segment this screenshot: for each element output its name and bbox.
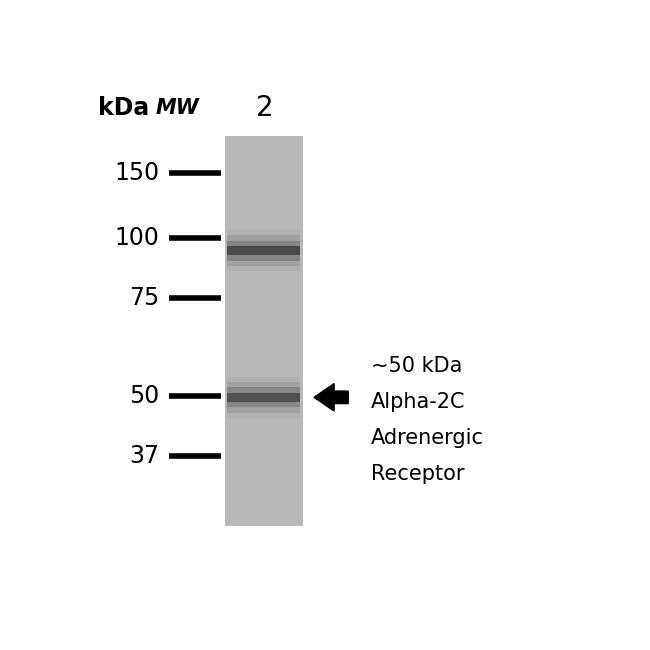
- Bar: [227, 235, 300, 266]
- Text: Receptor: Receptor: [371, 464, 464, 484]
- Text: kDa: kDa: [98, 96, 150, 120]
- Text: Alpha-2C: Alpha-2C: [371, 392, 465, 412]
- Text: 150: 150: [114, 161, 159, 185]
- Text: 75: 75: [129, 286, 159, 310]
- Text: 50: 50: [129, 384, 159, 408]
- Bar: [227, 393, 300, 402]
- Text: 100: 100: [114, 226, 159, 250]
- Text: Adrenergic: Adrenergic: [371, 428, 484, 448]
- Bar: [227, 230, 300, 272]
- Bar: [227, 376, 300, 418]
- Text: 37: 37: [129, 444, 159, 468]
- FancyArrow shape: [314, 384, 348, 411]
- Bar: [227, 246, 300, 255]
- Text: ~50 kDa: ~50 kDa: [371, 356, 462, 376]
- Bar: [227, 387, 300, 408]
- Bar: [227, 382, 300, 413]
- Text: 2: 2: [256, 94, 274, 122]
- Bar: [227, 240, 300, 261]
- Text: MW: MW: [155, 98, 199, 118]
- Bar: [225, 136, 303, 526]
